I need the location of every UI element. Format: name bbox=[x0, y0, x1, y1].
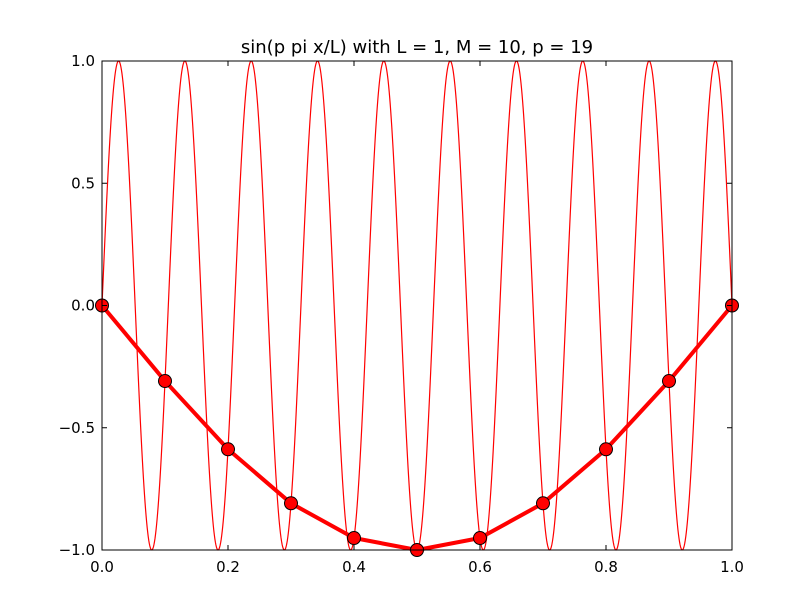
x-tick-label: 0.8 bbox=[594, 558, 618, 576]
sample-point bbox=[347, 531, 361, 546]
sample-point bbox=[662, 374, 676, 389]
x-tick-label: 1.0 bbox=[720, 558, 744, 576]
sample-point bbox=[158, 374, 172, 389]
sample-point bbox=[284, 496, 298, 511]
x-tick-label: 0.4 bbox=[342, 558, 366, 576]
sample-point bbox=[599, 442, 613, 457]
series-layer bbox=[95, 60, 739, 557]
sample-point bbox=[221, 442, 235, 457]
sample-point bbox=[473, 531, 487, 546]
x-tick-label: 0.2 bbox=[216, 558, 240, 576]
y-tick-label: 1.0 bbox=[71, 52, 95, 70]
y-tick-label: −0.5 bbox=[59, 419, 95, 437]
series-line-continuous bbox=[101, 60, 733, 551]
series-line-sampled bbox=[100, 304, 734, 552]
sample-point bbox=[536, 496, 550, 511]
y-tick-label: 0.0 bbox=[71, 297, 95, 315]
y-tick-label: −1.0 bbox=[59, 541, 95, 559]
x-tick-label: 0.0 bbox=[90, 558, 114, 576]
chart-title: sin(p pi x/L) with L = 1, M = 10, p = 19 bbox=[241, 37, 593, 58]
x-tick-label: 0.6 bbox=[468, 558, 492, 576]
tick-layer: 0.0 0.2 0.4 0.6 0.8 1.0 1.0 0.5 0.0 −0.5 −1.0 bbox=[59, 52, 744, 576]
y-tick-label: 0.5 bbox=[71, 174, 95, 192]
axes-frame bbox=[101, 60, 733, 551]
